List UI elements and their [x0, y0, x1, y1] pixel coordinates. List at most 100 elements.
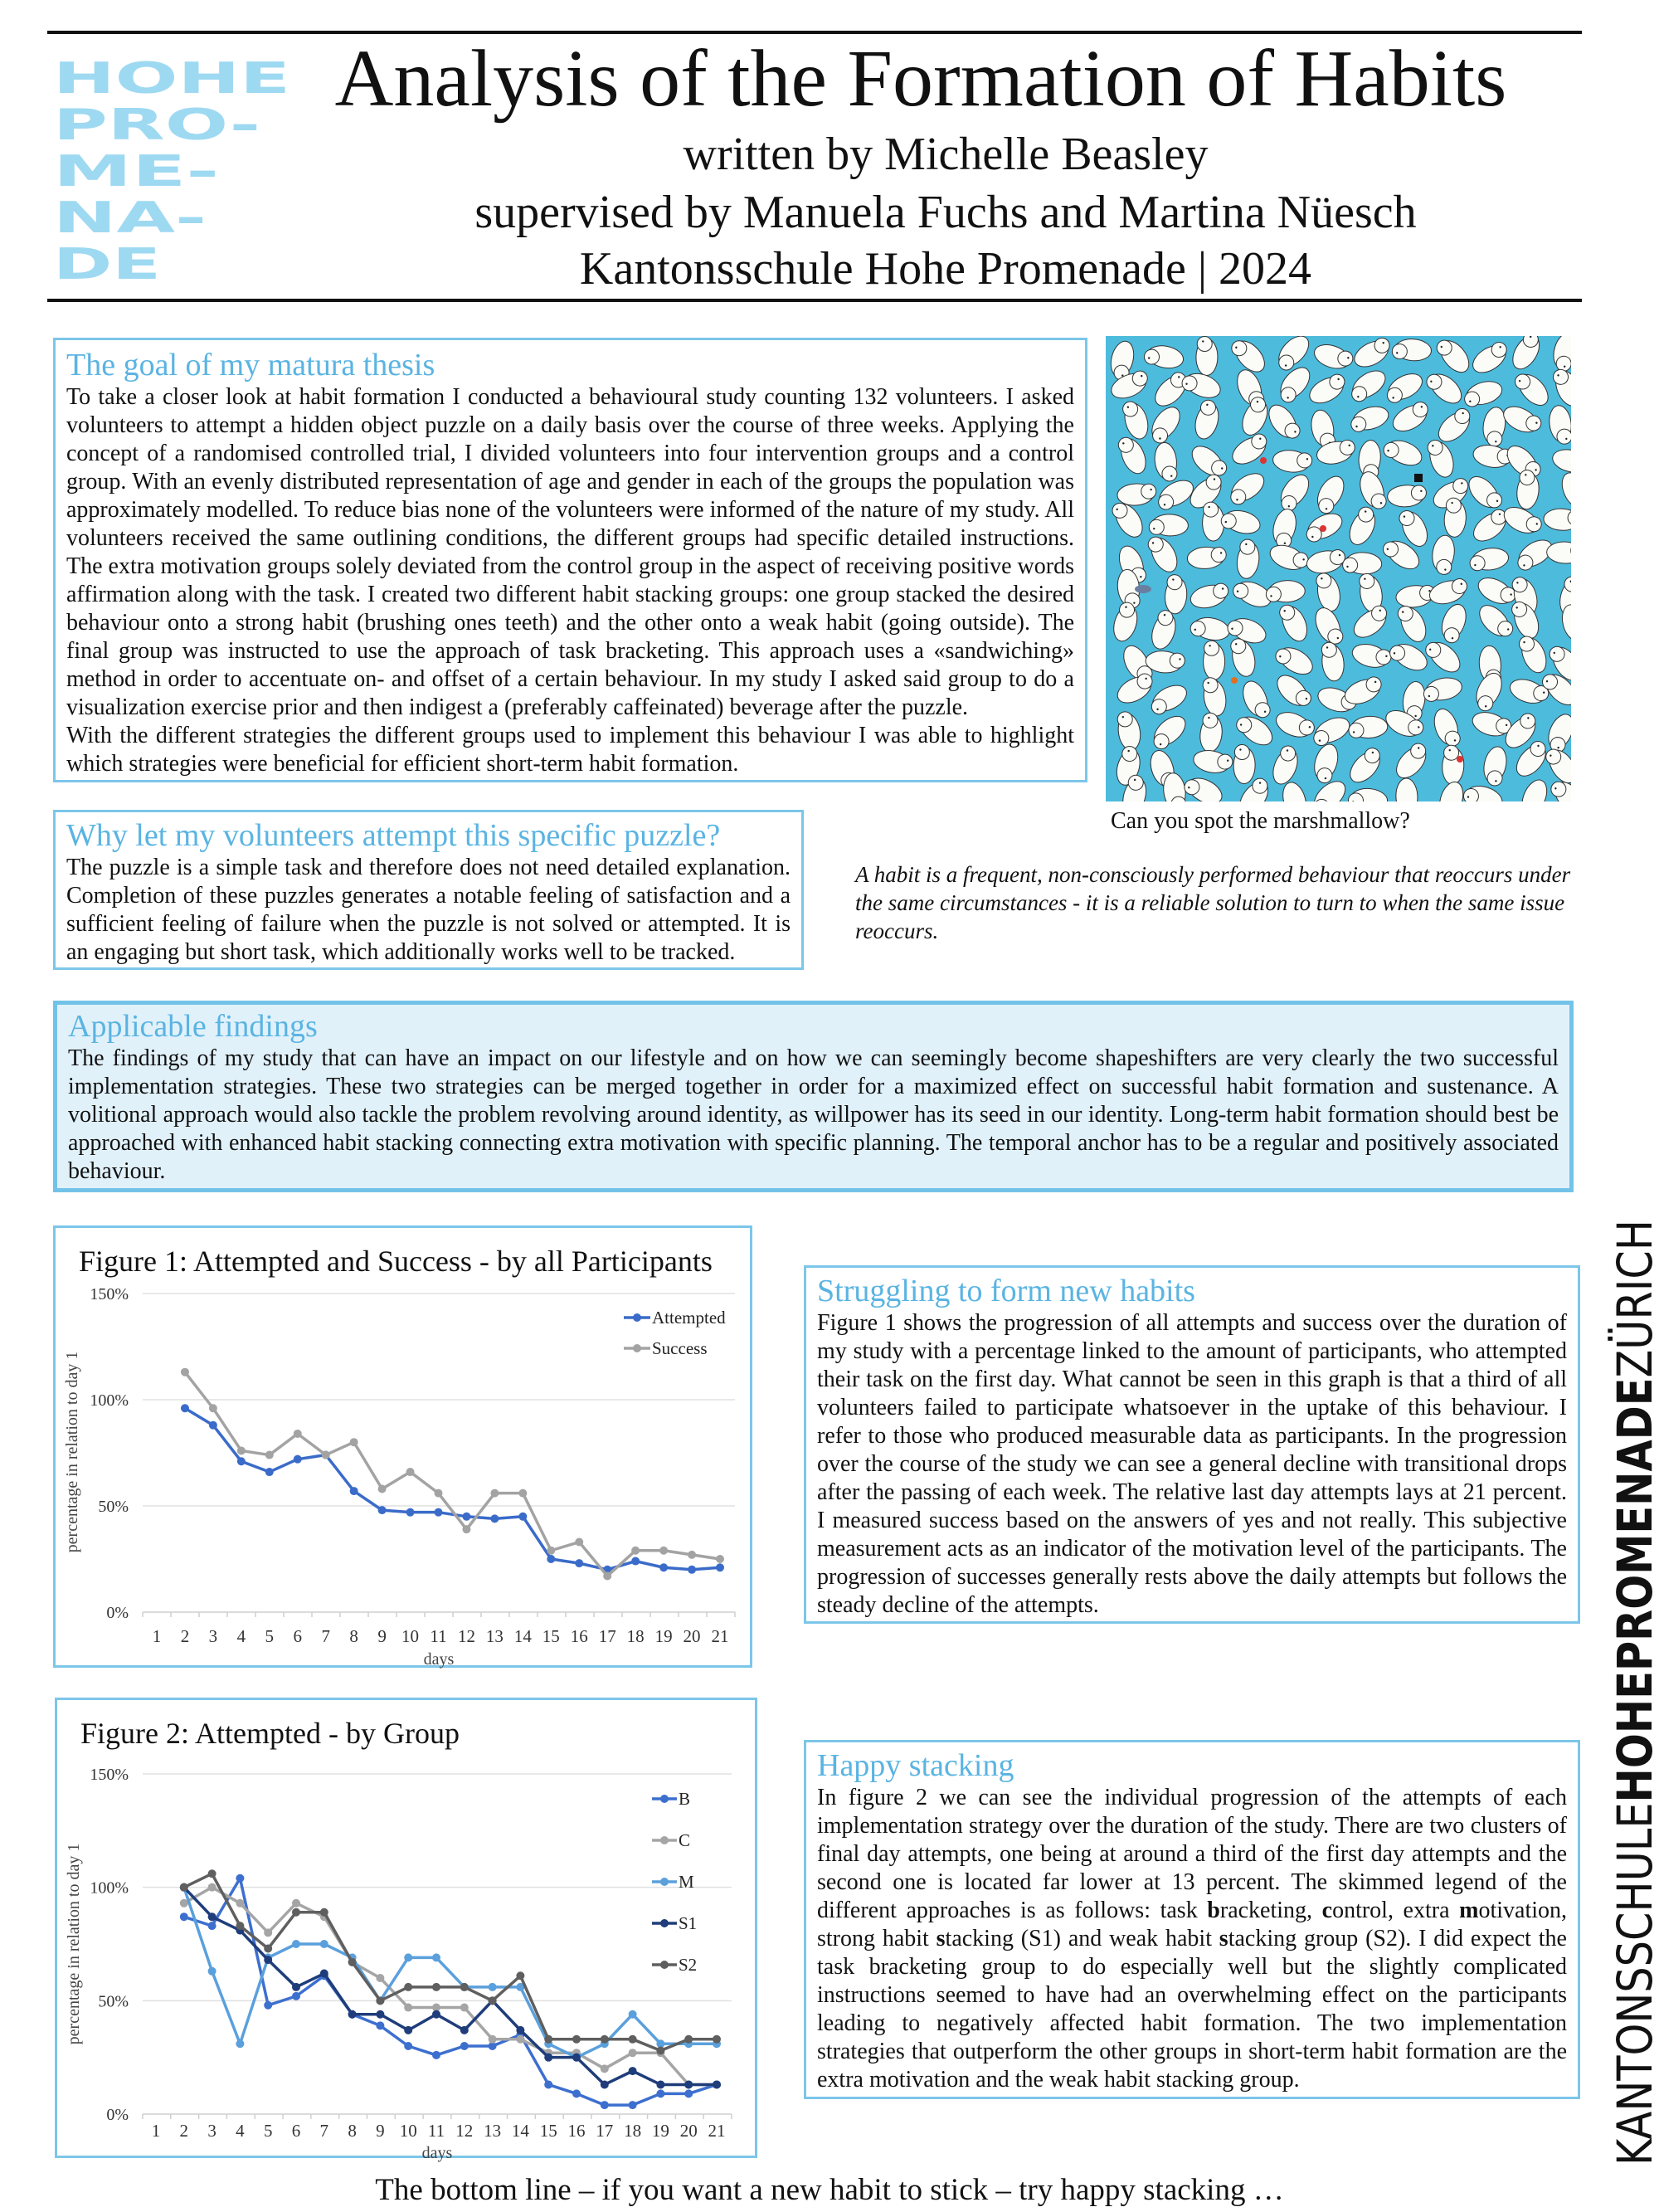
seal-figure: [1243, 680, 1271, 719]
seal-figure: [1190, 582, 1229, 609]
seal-eye: [1515, 607, 1518, 609]
text: tacking (S1) and weak habit: [945, 1926, 1219, 1951]
text: tacking group (S2). I did expect the tas…: [817, 1926, 1567, 2093]
seal-figure: [1313, 781, 1346, 801]
legend-marker: [660, 1836, 669, 1844]
data-point-s2: [684, 2034, 693, 2044]
seal-eye: [1133, 778, 1136, 782]
top-hat: [1414, 474, 1423, 482]
seal-figure: [1117, 483, 1157, 506]
series-line-success: [183, 1371, 721, 1578]
x-tick-label: 5: [264, 2121, 273, 2141]
legend-label: Attempted: [652, 1308, 726, 1328]
data-point-s1: [656, 2080, 665, 2089]
data-point-s1: [376, 2010, 385, 2019]
author: written by Michelle Beasley: [683, 129, 1209, 180]
seal-eye: [1336, 636, 1340, 640]
data-point-attempted: [377, 1506, 387, 1515]
data-point-m: [656, 2039, 665, 2049]
data-point-success: [321, 1450, 330, 1459]
seal-head: [1410, 485, 1427, 501]
seal-head: [1112, 502, 1128, 519]
seal-head: [1329, 373, 1345, 390]
seal-head: [1265, 586, 1282, 602]
seal-head: [1350, 416, 1367, 432]
data-point-s1: [460, 2025, 469, 2034]
seal-figure: [1553, 336, 1571, 372]
text: otivation, strong habit: [817, 1898, 1567, 1951]
legend-label: S1: [679, 1913, 697, 1933]
seal-body: [1561, 472, 1571, 509]
seal-eye: [1537, 744, 1540, 748]
seal-head: [1389, 645, 1406, 661]
seal-figure: [1313, 717, 1350, 747]
seal-head: [1233, 582, 1249, 599]
seal-figure: [1314, 344, 1354, 369]
seal-head: [1153, 733, 1170, 750]
seal-figure: [1354, 337, 1390, 368]
seal-eye: [1428, 589, 1431, 592]
seal-head: [1464, 391, 1481, 407]
data-point-success: [575, 1537, 584, 1547]
seal-head: [1425, 641, 1442, 658]
happy-heading: Happy stacking: [817, 1748, 1014, 1783]
legend-label: B: [679, 1789, 690, 1809]
seal-head: [1184, 779, 1200, 796]
seal-head: [1316, 767, 1333, 784]
seal-figure: [1165, 574, 1188, 615]
legend-label: S2: [679, 1955, 697, 1975]
seal-head: [1313, 730, 1330, 747]
seal-head: [1522, 336, 1539, 348]
seal-head: [1525, 516, 1542, 533]
x-tick-label: 12: [455, 2121, 473, 2141]
seal-eye: [1432, 445, 1434, 447]
data-point-s1: [628, 2067, 637, 2076]
x-tick-label: 16: [568, 2121, 586, 2141]
seal-head: [1371, 605, 1388, 621]
data-point-b: [656, 2089, 665, 2098]
seal-figure: [1158, 480, 1194, 510]
data-point-s2: [572, 2034, 581, 2044]
y-tick-label: 100%: [90, 1879, 129, 1898]
x-tick-label: 21: [712, 1626, 729, 1646]
seal-eye: [1382, 342, 1384, 344]
data-point-s2: [488, 1996, 497, 2005]
data-point-c: [460, 2003, 469, 2012]
seal-eye: [1564, 365, 1566, 368]
seal-figure: [1503, 506, 1542, 534]
figure-2: Figure 2: Attempted - by Group 0% 50% 100% 1…: [55, 1698, 757, 2162]
seal-head: [1196, 336, 1213, 352]
seal-head: [1337, 350, 1354, 367]
seal-figure: [1427, 439, 1454, 478]
seal-figure: [1230, 473, 1265, 505]
seal-figure: [1561, 472, 1571, 509]
seal-head: [1486, 492, 1503, 509]
y-axis-title: percentage in relation to day 1: [63, 1352, 81, 1553]
x-tick-label: 14: [514, 1626, 533, 1646]
data-point-attempted: [547, 1555, 556, 1563]
seal-figure: [1239, 777, 1268, 801]
seal-eye: [1420, 490, 1423, 493]
seal-head: [1511, 601, 1528, 617]
data-point-b: [264, 2000, 273, 2010]
seal-head: [1284, 422, 1301, 439]
data-point-s2: [628, 2034, 637, 2044]
seal-eye: [1239, 748, 1242, 751]
seal-eye: [1236, 590, 1239, 592]
seal-head: [1230, 638, 1247, 655]
seal-head: [1233, 744, 1250, 761]
data-point-success: [490, 1488, 499, 1498]
seal-head: [1205, 474, 1222, 490]
x-tick-label: 17: [596, 2121, 613, 2141]
seal-figure: [1342, 552, 1383, 575]
x-tick-label: 9: [376, 2121, 385, 2141]
seal-head: [1515, 373, 1531, 390]
seal-eye: [1338, 553, 1341, 557]
x-tick-label: 12: [458, 1626, 475, 1646]
seal-eye: [1530, 336, 1532, 339]
seal-eye: [1125, 606, 1127, 608]
seal-eye: [1565, 437, 1568, 441]
seal-figure: [1553, 368, 1571, 407]
seal-figure: [1181, 373, 1221, 398]
seal-head: [1477, 695, 1494, 712]
